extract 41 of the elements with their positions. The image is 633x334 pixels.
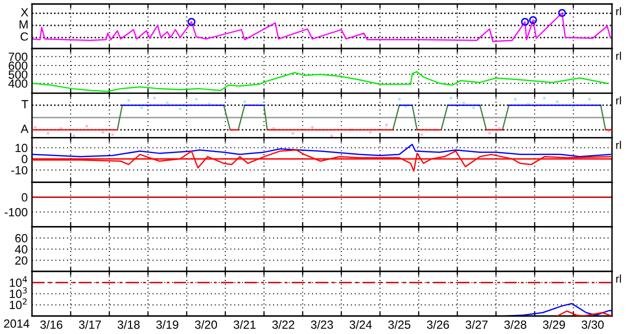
y-tick-label: -100 xyxy=(4,208,28,216)
y-tick-label: 0 xyxy=(22,154,28,164)
x-tick-label: 3/27 xyxy=(466,320,488,329)
ref-line-label: X xyxy=(20,8,28,16)
y-tick-label: 10 xyxy=(16,144,28,152)
x-tick-label: 3/24 xyxy=(350,320,372,329)
x-tick-label: 3/26 xyxy=(426,320,449,329)
y-tick-label: 500 xyxy=(8,70,28,79)
ref-line-label: M xyxy=(20,20,28,28)
y-tick-label: 400 xyxy=(8,79,28,88)
x-tick-label: 3/20 xyxy=(194,320,218,329)
y-tick-label: 20 xyxy=(15,256,28,265)
x-tick-label: 3/22 xyxy=(272,320,294,329)
text: rl xyxy=(616,7,621,16)
ref-line-label: T xyxy=(22,100,28,108)
text: rl xyxy=(616,140,621,149)
x-tick-label: 3/18 xyxy=(118,320,140,329)
x-tick-label: 3/29 xyxy=(542,320,565,329)
x-tick-label: 3/25 xyxy=(388,320,410,329)
x-tick-label: 3/17 xyxy=(78,320,101,329)
y-tick-label: 10$^{2}$ xyxy=(10,298,27,310)
ref-line-label: C xyxy=(20,32,28,41)
text: rl xyxy=(616,96,621,104)
y-tick-label: -10 xyxy=(11,166,28,174)
x-axis-title: 2014 xyxy=(4,319,30,328)
x-tick-label: 3/21 xyxy=(234,320,256,329)
x-tick-label: 3/23 xyxy=(310,320,333,329)
y-tick-label: 10$^{3}$ xyxy=(10,287,27,298)
y-tick-label: 10$^{4}$ xyxy=(10,276,27,287)
x-tick-label: 3/30 xyxy=(582,320,604,329)
text: rl xyxy=(616,274,621,283)
x-tick-label: 3/16 xyxy=(40,320,62,329)
y-tick-label: 600 xyxy=(8,62,28,70)
x-tick-label: 3/28 xyxy=(504,320,526,329)
y-tick-label: 0 xyxy=(22,193,28,202)
y-tick-label: 700 xyxy=(8,52,28,61)
ref-line-label: A xyxy=(20,124,28,133)
text: rl xyxy=(616,52,621,60)
x-tick-label: 3/19 xyxy=(156,320,178,329)
y-tick-label: 40 xyxy=(14,245,28,254)
y-tick-label: 60 xyxy=(15,234,28,242)
